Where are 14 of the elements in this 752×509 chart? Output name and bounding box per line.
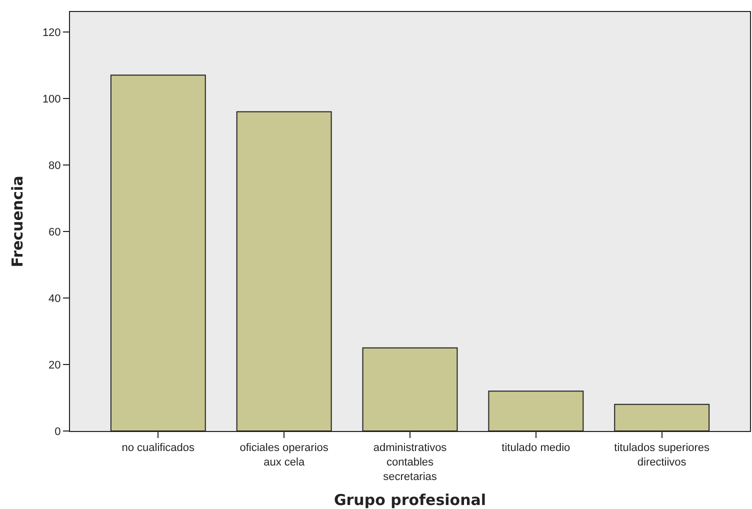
y-tick-label: 80 — [48, 160, 61, 172]
x-tick-label: oficiales operarios aux cela — [240, 442, 329, 468]
y-tick-label: 20 — [48, 359, 61, 372]
y-tick-label: 0 — [54, 426, 61, 438]
y-tick-label: 60 — [48, 226, 61, 238]
x-tick-label: administrativos contables secretarias — [373, 442, 448, 483]
y-tick-label: 120 — [42, 26, 61, 39]
x-axis-title: Grupo profesional — [334, 491, 486, 509]
y-tick-label: 40 — [48, 292, 61, 305]
y-tick-label: 100 — [42, 93, 61, 106]
y-axis-title: Frecuencia — [8, 176, 27, 268]
x-tick-label: titulado medio — [502, 442, 570, 454]
x-tick-label: titulados superiores directiivos — [614, 442, 710, 468]
x-tick-label: no cualificados — [122, 442, 196, 454]
